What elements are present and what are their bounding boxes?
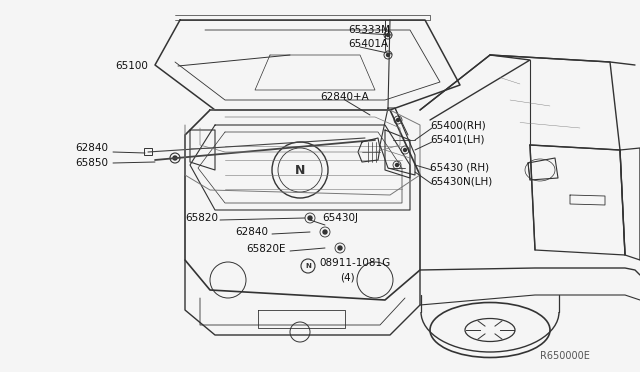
Bar bbox=[144, 148, 152, 155]
Text: (4): (4) bbox=[340, 272, 355, 282]
Text: 65333M: 65333M bbox=[348, 25, 390, 35]
Text: 65850: 65850 bbox=[75, 158, 108, 168]
Circle shape bbox=[308, 216, 312, 220]
Circle shape bbox=[403, 148, 406, 151]
Text: 65401(LH): 65401(LH) bbox=[430, 134, 484, 144]
Text: 65430N(LH): 65430N(LH) bbox=[430, 176, 492, 186]
Text: 62840+A: 62840+A bbox=[320, 92, 369, 102]
Circle shape bbox=[387, 33, 390, 36]
Circle shape bbox=[323, 230, 327, 234]
Circle shape bbox=[338, 246, 342, 250]
Text: N: N bbox=[295, 164, 305, 176]
Text: 65430J: 65430J bbox=[322, 213, 358, 223]
Text: R650000E: R650000E bbox=[540, 351, 590, 361]
Circle shape bbox=[173, 156, 177, 160]
Text: 65100: 65100 bbox=[115, 61, 148, 71]
Circle shape bbox=[396, 164, 399, 167]
Text: 65820: 65820 bbox=[185, 213, 218, 223]
Circle shape bbox=[387, 54, 390, 57]
Text: 65820E: 65820E bbox=[246, 244, 286, 254]
Text: 65401A: 65401A bbox=[348, 39, 388, 49]
Text: 65400(RH): 65400(RH) bbox=[430, 120, 486, 130]
Circle shape bbox=[397, 119, 399, 122]
Text: 08911-1081G: 08911-1081G bbox=[319, 258, 390, 268]
Text: 62840: 62840 bbox=[235, 227, 268, 237]
Text: 62840: 62840 bbox=[75, 143, 108, 153]
Text: N: N bbox=[305, 263, 311, 269]
Text: 65430 (RH): 65430 (RH) bbox=[430, 162, 489, 172]
